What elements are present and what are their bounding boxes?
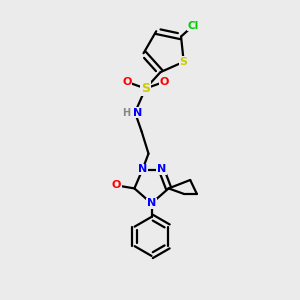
Text: S: S — [141, 82, 150, 95]
Text: N: N — [138, 164, 147, 175]
Text: N: N — [134, 107, 142, 118]
Text: N: N — [147, 198, 156, 208]
Text: S: S — [180, 57, 188, 67]
Text: Cl: Cl — [188, 20, 199, 31]
Text: O: O — [122, 77, 132, 87]
Text: O: O — [112, 180, 121, 190]
Text: H: H — [122, 107, 131, 118]
Text: O: O — [159, 77, 169, 87]
Text: N: N — [157, 164, 166, 175]
